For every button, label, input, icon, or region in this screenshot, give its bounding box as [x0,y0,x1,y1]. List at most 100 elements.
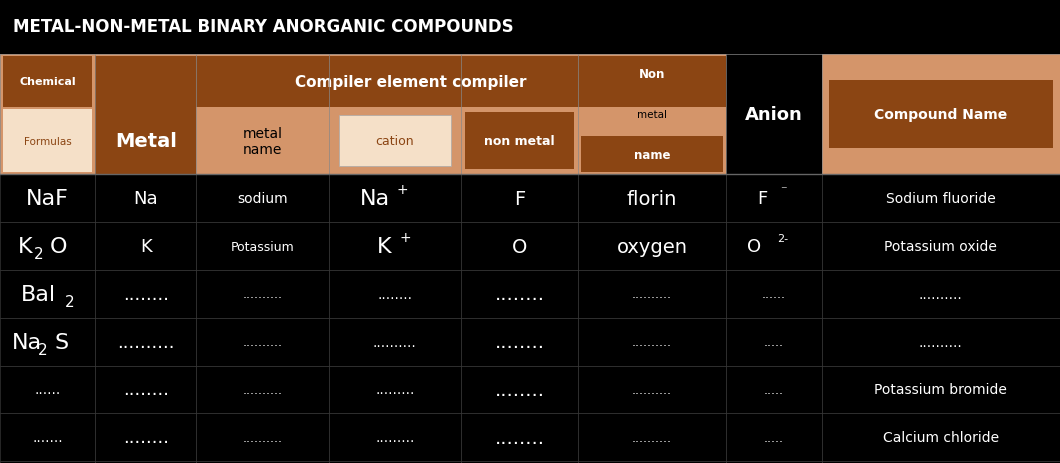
FancyBboxPatch shape [196,175,329,223]
FancyBboxPatch shape [461,223,578,270]
FancyBboxPatch shape [822,223,1060,270]
FancyBboxPatch shape [461,175,578,223]
Text: F: F [514,189,525,208]
FancyBboxPatch shape [726,270,822,318]
Text: METAL-NON-METAL BINARY ANORGANIC COMPOUNDS: METAL-NON-METAL BINARY ANORGANIC COMPOUN… [13,19,513,36]
FancyBboxPatch shape [726,366,822,413]
Text: ........: ........ [123,381,169,399]
Text: +: + [396,182,408,197]
Text: ..........: .......... [919,287,962,301]
FancyBboxPatch shape [822,413,1060,461]
Text: ......: ...... [35,382,60,397]
FancyBboxPatch shape [95,366,196,413]
Text: .........: ......... [375,382,414,397]
FancyBboxPatch shape [95,318,196,366]
Text: Metal: Metal [114,132,177,151]
Text: .....: ..... [764,431,783,444]
FancyBboxPatch shape [3,110,92,173]
Text: Anion: Anion [745,106,802,124]
Text: name: name [634,149,670,162]
Text: metal
name: metal name [243,126,282,156]
Text: 2: 2 [34,247,43,262]
Text: Na: Na [359,189,390,209]
Text: Na: Na [134,190,158,208]
Text: O: O [50,237,68,257]
FancyBboxPatch shape [726,55,822,175]
Text: Chemical: Chemical [19,77,76,87]
Text: ........: ........ [494,428,545,447]
Text: +: + [400,230,411,244]
Text: ..........: .......... [243,431,282,444]
Text: sodium: sodium [237,192,287,206]
Text: 2: 2 [65,294,74,310]
Text: Formulas: Formulas [23,136,72,146]
FancyBboxPatch shape [822,175,1060,223]
Text: 2: 2 [38,342,48,357]
Text: florin: florin [626,189,677,208]
FancyBboxPatch shape [461,270,578,318]
FancyBboxPatch shape [822,318,1060,366]
Text: ..........: .......... [919,335,962,349]
FancyBboxPatch shape [0,366,95,413]
Text: Compiler element compiler: Compiler element compiler [295,75,527,89]
FancyBboxPatch shape [0,55,1060,175]
Text: ..........: .......... [632,431,672,444]
FancyBboxPatch shape [581,137,723,173]
FancyBboxPatch shape [822,270,1060,318]
FancyBboxPatch shape [95,223,196,270]
Text: Potassium bromide: Potassium bromide [874,382,1007,397]
Text: O: O [512,237,527,256]
FancyBboxPatch shape [578,413,726,461]
Text: 2-: 2- [777,233,788,243]
FancyBboxPatch shape [196,318,329,366]
Text: F: F [757,190,767,208]
FancyBboxPatch shape [578,461,726,463]
FancyBboxPatch shape [329,461,461,463]
Text: ........: ........ [494,332,545,351]
FancyBboxPatch shape [329,270,461,318]
FancyBboxPatch shape [0,175,95,223]
FancyBboxPatch shape [339,116,450,167]
FancyBboxPatch shape [196,413,329,461]
FancyBboxPatch shape [0,223,95,270]
Text: Compound Name: Compound Name [874,108,1007,122]
Text: metal: metal [637,110,667,120]
FancyBboxPatch shape [0,0,1060,55]
FancyBboxPatch shape [95,107,196,175]
FancyBboxPatch shape [726,461,822,463]
Text: ........: ........ [377,287,412,301]
Text: .........: ......... [375,430,414,444]
Text: cation: cation [375,135,414,148]
FancyBboxPatch shape [95,56,726,107]
FancyBboxPatch shape [3,56,92,107]
Text: oxygen: oxygen [617,237,687,256]
FancyBboxPatch shape [196,366,329,413]
FancyBboxPatch shape [461,413,578,461]
FancyBboxPatch shape [0,413,95,461]
Text: ..........: .......... [632,288,672,301]
FancyBboxPatch shape [95,413,196,461]
FancyBboxPatch shape [464,113,575,169]
FancyBboxPatch shape [0,270,95,318]
FancyBboxPatch shape [329,223,461,270]
FancyBboxPatch shape [726,175,822,223]
Text: ........: ........ [494,285,545,304]
FancyBboxPatch shape [329,175,461,223]
Text: Na: Na [12,332,41,352]
FancyBboxPatch shape [581,57,723,93]
FancyBboxPatch shape [196,223,329,270]
FancyBboxPatch shape [461,461,578,463]
Text: K: K [18,237,33,257]
Text: Non: Non [639,68,665,81]
Text: .......: ....... [33,430,63,444]
Text: K: K [140,238,152,256]
Text: ......: ...... [762,288,785,301]
Text: ..........: .......... [373,335,417,349]
Text: Sodium fluoride: Sodium fluoride [886,192,995,206]
Text: ..........: .......... [632,383,672,396]
FancyBboxPatch shape [329,366,461,413]
Text: non metal: non metal [484,135,554,148]
FancyBboxPatch shape [196,461,329,463]
Text: ........: ........ [123,428,169,446]
FancyBboxPatch shape [329,413,461,461]
